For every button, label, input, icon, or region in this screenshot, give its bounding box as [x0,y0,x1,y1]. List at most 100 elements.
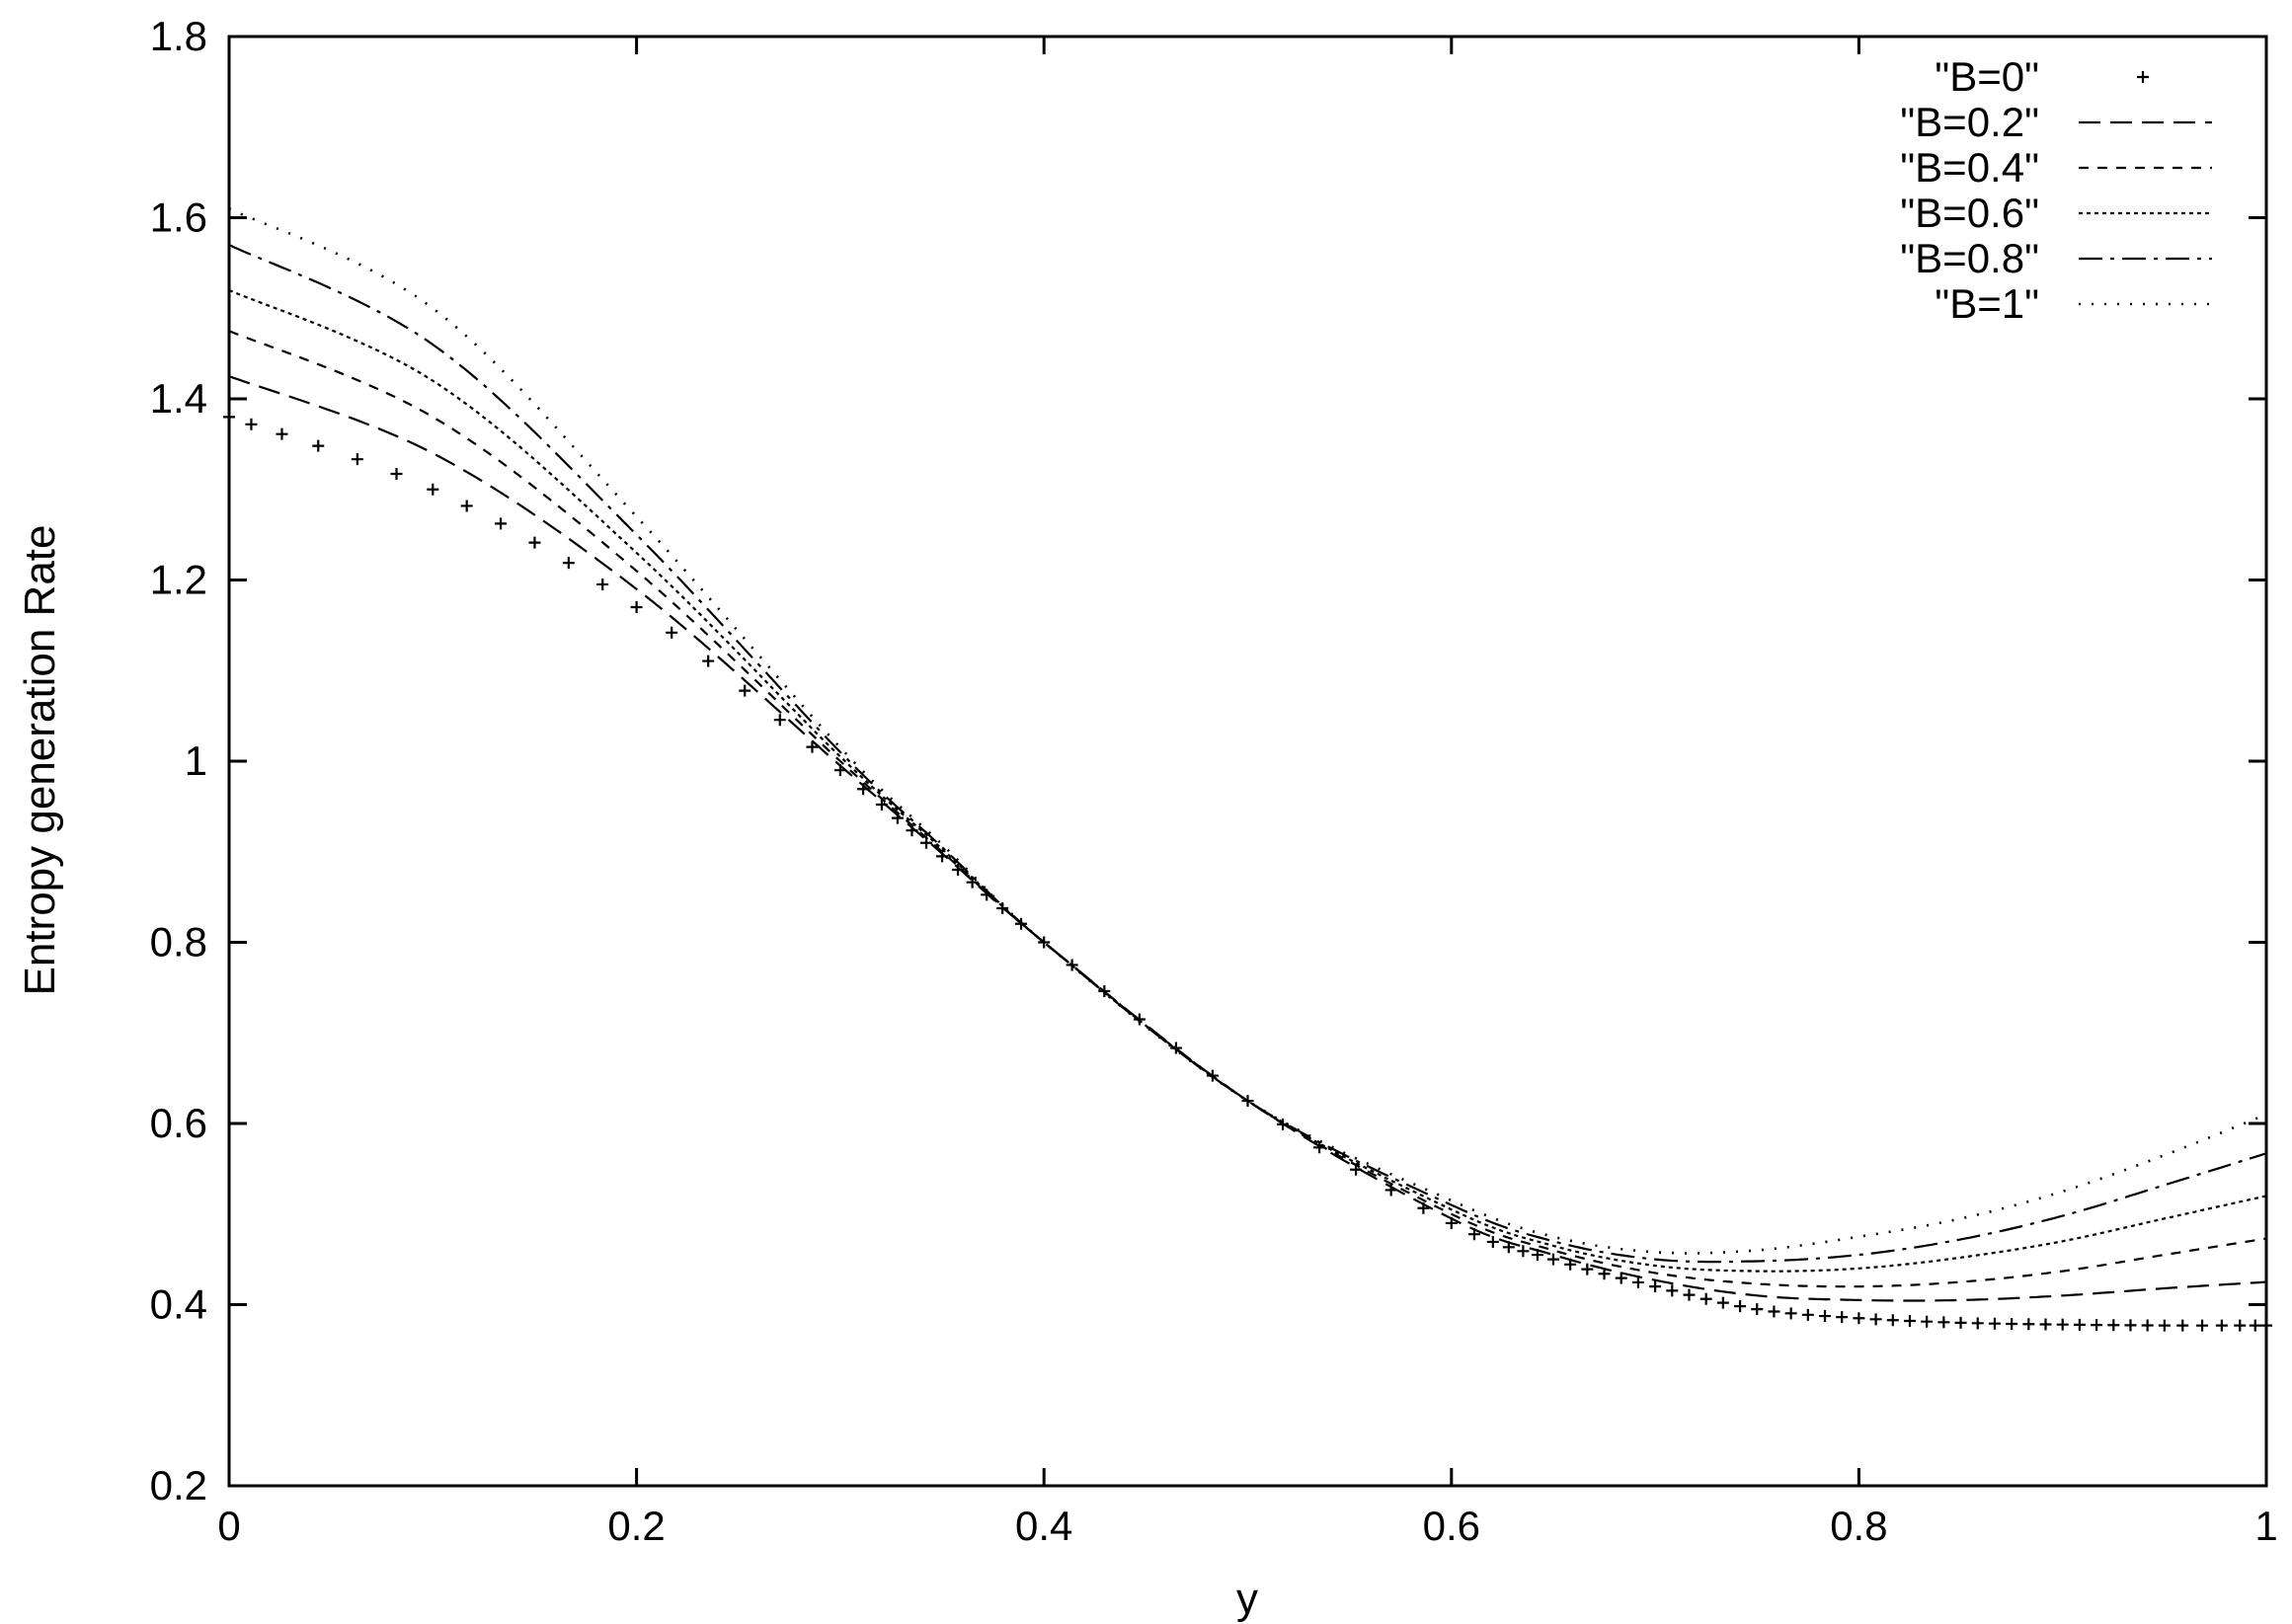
plot-frame [227,35,2268,1488]
data-point [1486,1235,1499,1248]
data-point [1666,1284,1679,1297]
y-tick-label: 1 [185,737,207,784]
data-point [562,557,575,570]
legend-item: "B=0.2" [1900,99,2212,145]
data-point [1921,1315,1934,1328]
data-point [1517,1245,1530,1258]
data-point [1734,1300,1747,1313]
data-point [245,418,258,430]
series-3 [228,288,2267,1273]
data-point [1903,1315,1916,1328]
series-layer [223,207,2272,1332]
data-point [1716,1296,1729,1309]
legend-label: "B=1" [1935,280,2039,327]
legend-item: "B=0.6" [1900,190,2212,236]
y-tick-label: 1.4 [150,375,207,422]
data-point [1836,1311,1849,1324]
data-point [1615,1272,1627,1284]
y-tick-label: 0.2 [150,1462,207,1508]
data-point [1699,1292,1712,1305]
data-point [2091,1319,2103,1332]
data-point [1546,1253,1559,1266]
legend-label: "B=0.4" [1900,144,2039,191]
series-4 [228,244,2267,1264]
data-point [276,427,288,440]
series-5 [228,207,2267,1255]
data-point [1581,1263,1594,1276]
data-point [806,740,819,753]
tick-layer: 0 0.2 0.4 0.6 0.8 10.20.40.60.811.21.41.61.8 [150,13,2278,1549]
data-point [460,500,473,512]
series-line [228,244,2267,1264]
legend: "B=0""B=0.2""B=0.4""B=0.6""B=0.8""B=1" [1900,53,2212,327]
data-point [1954,1316,1967,1329]
data-point [1971,1317,1984,1330]
data-point [1937,1316,1950,1329]
data-point [2006,1318,2018,1330]
data-point [427,483,439,496]
x-tick-label: 0.2 [607,1503,665,1549]
y-tick-label: 1.8 [150,13,207,59]
y-tick-label: 1.6 [150,194,207,241]
data-point [739,684,751,697]
data-point [1869,1313,1882,1326]
data-point [2176,1319,2189,1332]
legend-label: "B=0.6" [1900,190,2039,236]
data-point [528,536,541,549]
data-point [2215,1319,2228,1332]
legend-item: "B=1" [1935,280,2212,327]
y-tick-label: 1.2 [150,557,207,603]
x-tick-label: 0 [217,1503,240,1549]
series-1 [228,375,2267,1302]
data-point [630,601,643,614]
data-point [1751,1303,1764,1316]
data-point [1768,1305,1780,1318]
data-point [2141,1319,2154,1332]
x-axis-label: y [1236,1575,1258,1623]
data-point [773,714,786,727]
legend-label: "B=0.8" [1900,235,2039,281]
legend-swatch [2137,71,2149,83]
data-point [1649,1280,1662,1293]
data-point [596,578,609,590]
data-point [2056,1318,2069,1331]
data-point [1631,1276,1644,1288]
data-point [2073,1318,2086,1331]
data-point [2039,1318,2052,1331]
y-tick-label: 0.4 [150,1281,207,1328]
data-point [1819,1310,1832,1323]
y-axis-label: Entropy generation Rate [16,525,64,996]
data-point [2196,1319,2209,1332]
data-point [1988,1317,2001,1330]
y-tick-label: 0.8 [150,919,207,966]
series-line [228,375,2267,1302]
data-point [702,655,715,667]
x-tick-label: 1 [2254,1503,2277,1549]
x-tick-label: 0.8 [1830,1503,1887,1549]
legend-label: "B=0" [1935,53,2039,100]
data-point [351,453,363,466]
x-tick-label: 0.6 [1423,1503,1480,1549]
data-point [1784,1307,1797,1320]
data-point [495,517,508,530]
data-point [1683,1288,1696,1301]
data-point [2124,1319,2137,1332]
data-point [2158,1319,2171,1332]
data-point [1801,1308,1814,1321]
data-point [1886,1314,1899,1327]
data-point [2234,1319,2247,1332]
series-0 [223,411,2272,1332]
data-point [2249,1319,2261,1332]
data-point [312,439,325,452]
x-tick-label: 0.4 [1015,1503,1072,1549]
data-point [666,626,678,639]
data-point [2107,1319,2120,1332]
legend-item: "B=0.8" [1900,235,2212,281]
series-line [228,330,2267,1288]
series-2 [228,330,2267,1288]
data-point [390,468,403,481]
data-point [2022,1318,2035,1331]
legend-label: "B=0.2" [1900,99,2039,145]
legend-item: "B=0" [1935,53,2149,100]
